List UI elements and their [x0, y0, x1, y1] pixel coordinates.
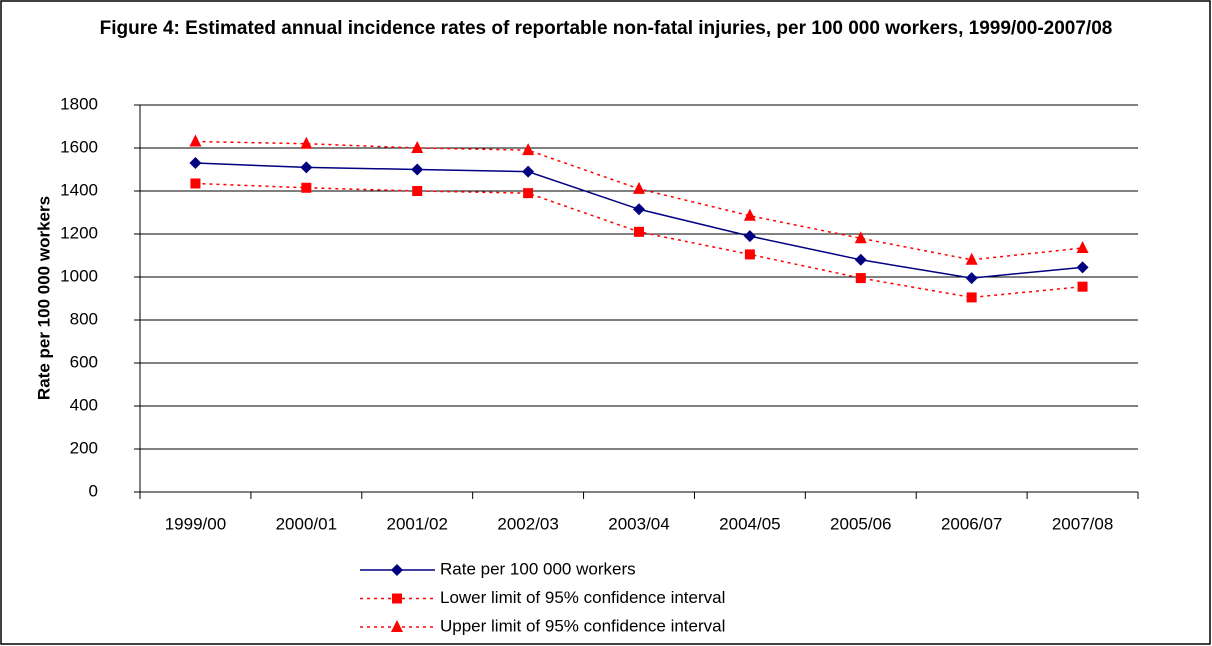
legend-label: Upper limit of 95% confidence interval — [440, 616, 725, 635]
series-line — [195, 182, 1083, 299]
marker — [523, 188, 534, 199]
y-tick-label: 1000 — [60, 266, 98, 285]
y-tick-label: 200 — [70, 438, 98, 457]
marker — [1076, 240, 1089, 253]
marker — [189, 157, 202, 170]
y-tick-label: 800 — [70, 309, 98, 328]
x-tick-label: 1999/00 — [165, 514, 226, 533]
y-tick-label: 1600 — [60, 137, 98, 156]
marker — [411, 163, 424, 176]
legend-label: Rate per 100 000 workers — [440, 559, 636, 578]
x-tick-label: 2002/03 — [497, 514, 558, 533]
marker — [633, 181, 645, 194]
marker — [300, 161, 313, 174]
y-tick-label: 1800 — [60, 94, 98, 113]
y-tick-label: 1400 — [60, 180, 98, 199]
marker — [744, 249, 755, 260]
marker — [965, 272, 978, 285]
series-line — [195, 162, 1083, 279]
marker — [854, 253, 867, 266]
x-tick-label: 2005/06 — [830, 514, 891, 533]
y-axis-label: Rate per 100 000 workers — [34, 196, 53, 400]
legend-marker — [391, 620, 403, 632]
y-tick-label: 400 — [70, 395, 98, 414]
x-tick-label: 2004/05 — [719, 514, 780, 533]
series-line — [195, 140, 1083, 261]
marker — [743, 230, 756, 243]
marker — [965, 252, 978, 265]
legend-label: Lower limit of 95% confidence interval — [440, 588, 725, 607]
y-tick-label: 600 — [70, 352, 98, 371]
x-tick-label: 2000/01 — [276, 514, 337, 533]
x-tick-label: 2003/04 — [608, 514, 669, 533]
marker — [633, 203, 645, 216]
marker — [190, 178, 201, 189]
marker — [412, 186, 423, 196]
marker — [634, 226, 644, 237]
marker — [522, 143, 535, 156]
marker — [189, 134, 202, 147]
marker — [1076, 261, 1089, 274]
chart-title: Figure 4: Estimated annual incidence rat… — [99, 18, 1113, 39]
marker — [1077, 281, 1088, 292]
marker — [743, 208, 756, 221]
x-tick-label: 2001/02 — [386, 514, 447, 533]
y-tick-label: 1200 — [60, 223, 98, 242]
marker — [854, 231, 867, 244]
marker — [855, 273, 866, 284]
marker — [411, 141, 424, 153]
marker — [300, 136, 313, 149]
legend-marker — [391, 564, 403, 576]
marker — [522, 165, 535, 178]
legend-marker — [392, 593, 402, 604]
marker — [301, 182, 312, 193]
marker — [966, 292, 977, 303]
x-tick-label: 2006/07 — [941, 514, 1002, 533]
x-tick-label: 2007/08 — [1052, 514, 1113, 533]
y-tick-label: 0 — [89, 481, 98, 500]
